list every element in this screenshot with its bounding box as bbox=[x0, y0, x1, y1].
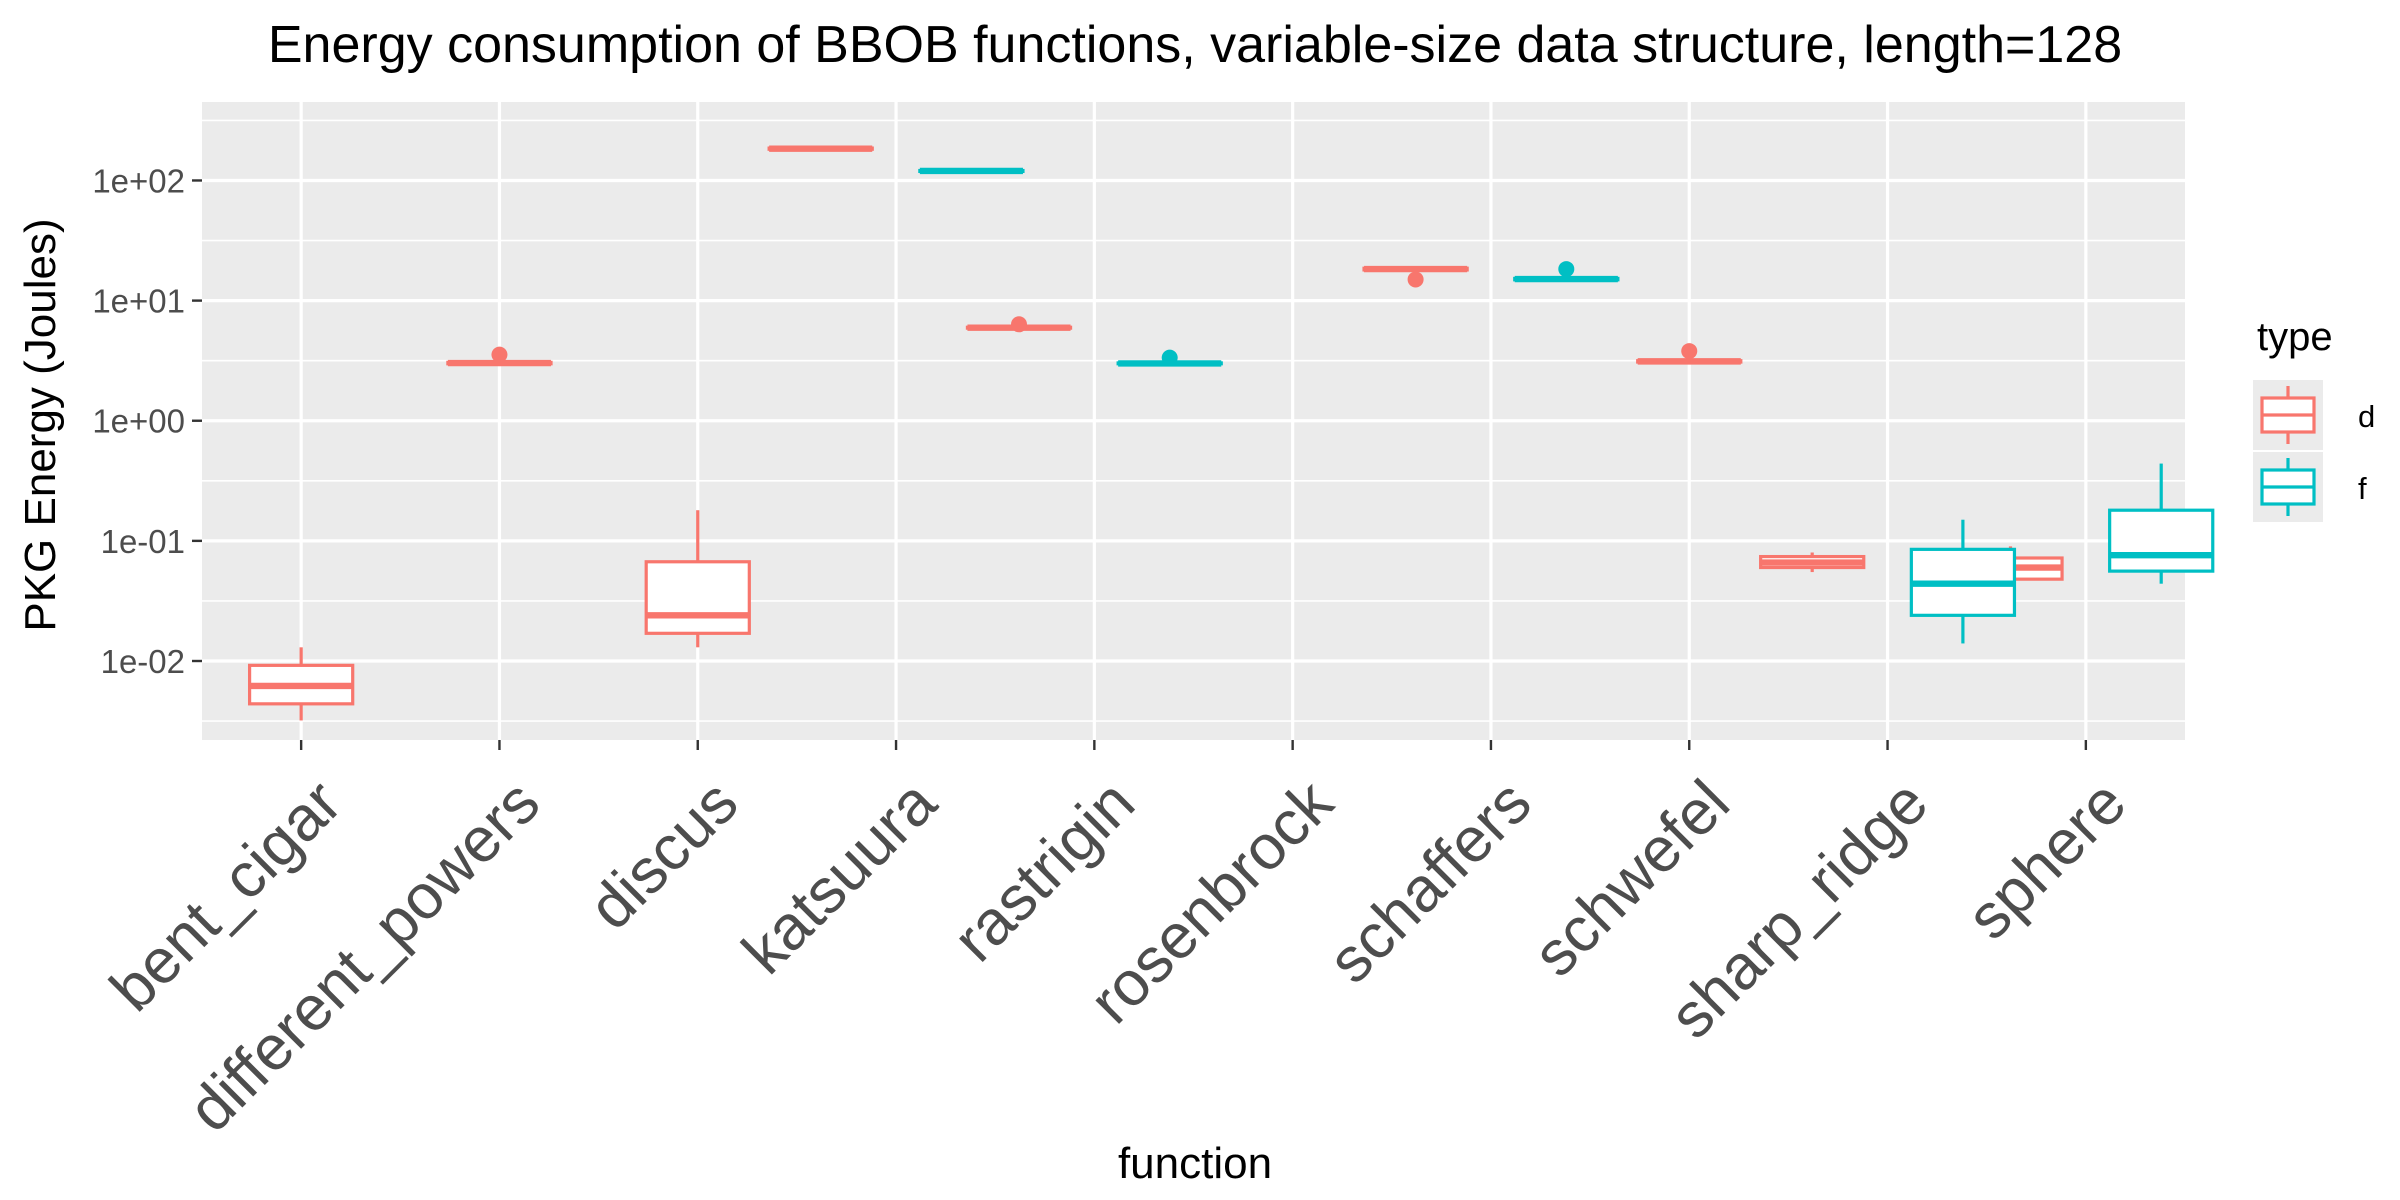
outlier-point bbox=[491, 346, 508, 363]
legend-key-d: d bbox=[2253, 380, 2375, 450]
legend-label: f bbox=[2358, 471, 2367, 506]
x-tick-label: rastrigin bbox=[940, 767, 1148, 975]
y-axis: 1e-02 1e-01 1e+00 1e+01 1e+02 bbox=[92, 162, 202, 680]
box-d-discus bbox=[644, 510, 751, 648]
box-d-schwefel bbox=[1636, 343, 1743, 365]
box-f-katsuura bbox=[918, 167, 1025, 175]
y-tick-label: 1e+00 bbox=[92, 403, 185, 440]
x-tick-label: schaffers bbox=[1315, 767, 1544, 996]
outlier-point bbox=[1161, 349, 1178, 366]
x-tick-label: katsuura bbox=[729, 766, 950, 987]
gridlines bbox=[202, 102, 2185, 740]
x-axis-title: function bbox=[1118, 1139, 1272, 1188]
box-body bbox=[644, 560, 751, 635]
y-tick-label: 1e+02 bbox=[92, 162, 185, 199]
chart-title: Energy consumption of BBOB functions, va… bbox=[268, 16, 2122, 74]
box-d-katsuura bbox=[767, 145, 874, 152]
boxplots bbox=[247, 145, 2215, 721]
box-f-schaffers bbox=[1513, 261, 1620, 283]
box-d-bent_cigar bbox=[247, 647, 355, 721]
box-d-sharp_ridge bbox=[1759, 552, 1866, 573]
box-d-rastrigin bbox=[965, 316, 1073, 333]
x-tick-label: different_powers bbox=[175, 767, 553, 1145]
y-tick-label: 1e+01 bbox=[92, 283, 185, 320]
box-d-schaffers bbox=[1362, 265, 1469, 288]
legend: type d f bbox=[2253, 315, 2375, 522]
x-tick-label: discus bbox=[576, 767, 752, 943]
outlier-point bbox=[1558, 261, 1575, 278]
box-f-sphere bbox=[2108, 463, 2215, 584]
legend-title: type bbox=[2257, 315, 2333, 359]
box-d-different_powers bbox=[446, 346, 553, 367]
y-tick-label: 1e-02 bbox=[101, 643, 185, 680]
y-axis-title: PKG Energy (Joules) bbox=[16, 218, 65, 631]
outlier-point bbox=[1407, 271, 1424, 288]
y-tick-label: 1e-01 bbox=[101, 523, 185, 560]
legend-label: d bbox=[2358, 399, 2375, 434]
outlier-point bbox=[1681, 343, 1698, 360]
box-body bbox=[2108, 508, 2215, 573]
x-tick-label: sphere bbox=[1954, 767, 2140, 953]
box-f-sharp_ridge bbox=[1909, 519, 2017, 644]
outlier-point bbox=[1010, 316, 1027, 333]
legend-key-f: f bbox=[2253, 452, 2367, 522]
box-f-rastrigin bbox=[1116, 349, 1223, 367]
